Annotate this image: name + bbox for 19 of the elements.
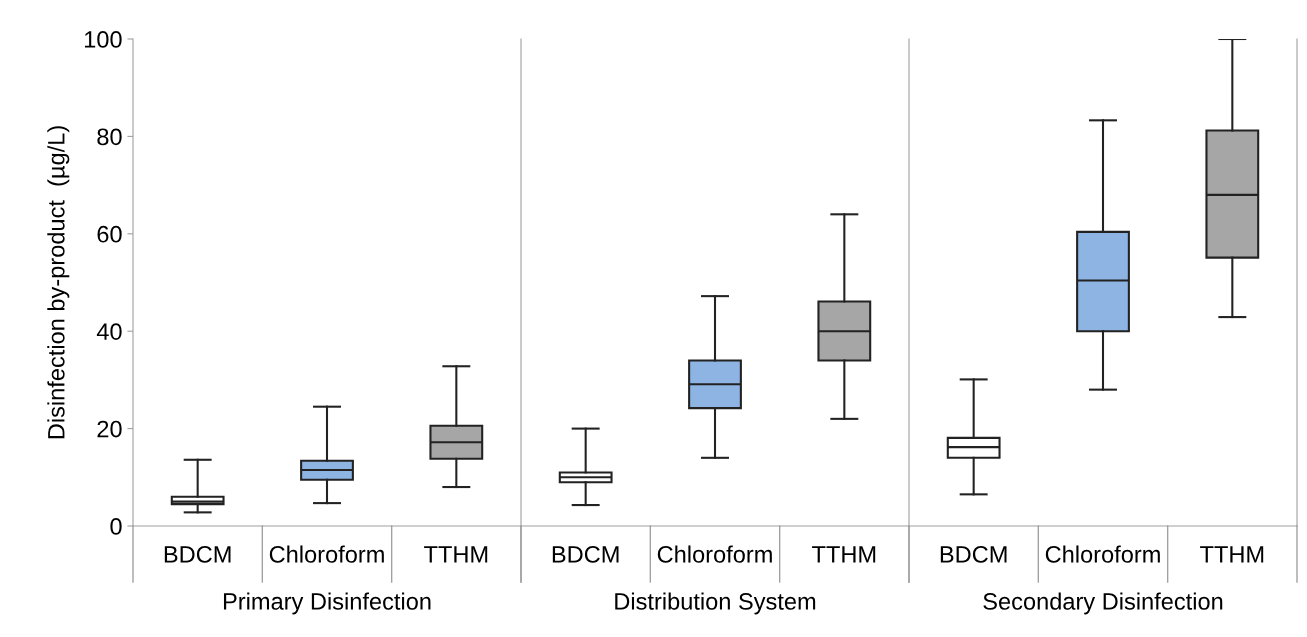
x-axis-title: Distribution System bbox=[615, 592, 816, 615]
x-tick-label: Chloroform bbox=[1045, 545, 1160, 563]
y-axis-title: Disinfection by-product (µg/L) bbox=[47, 126, 70, 439]
x-tick-label: BDCM bbox=[164, 546, 231, 563]
x-axis-title: Secondary Disinfection bbox=[983, 592, 1223, 615]
x-tick-label: Chloroform bbox=[269, 545, 384, 563]
x-tick-label: TTHM bbox=[424, 546, 488, 563]
y-tick-label: 100 bbox=[84, 31, 122, 48]
y-tick-label: 20 bbox=[97, 420, 122, 438]
x-tick-label: TTHM bbox=[812, 546, 876, 563]
x-axis-title: Primary Disinfection bbox=[223, 592, 431, 615]
x-tick-label: BDCM bbox=[940, 546, 1007, 563]
y-tick-label: 80 bbox=[97, 128, 122, 146]
y-tick-label: 40 bbox=[96, 323, 122, 340]
x-tick-label: TTHM bbox=[1200, 546, 1264, 563]
x-tick-label: Chloroform bbox=[657, 545, 772, 563]
y-tick-label: 0 bbox=[110, 518, 122, 535]
y-tick-label: 60 bbox=[97, 225, 122, 243]
x-tick-label: BDCM bbox=[552, 546, 619, 563]
